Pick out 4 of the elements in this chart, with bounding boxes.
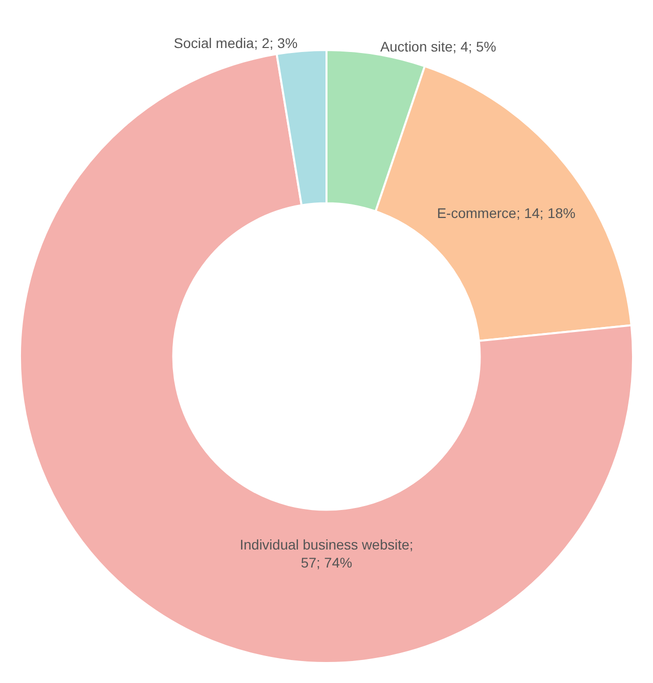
slice-label: Social media; 2; 3%	[174, 35, 298, 52]
slice-label: Auction site; 4; 5%	[380, 38, 496, 54]
slice-label: E-commerce; 14; 18%	[436, 205, 576, 222]
slice-label: Individual business website; 57; 74%	[240, 536, 414, 571]
